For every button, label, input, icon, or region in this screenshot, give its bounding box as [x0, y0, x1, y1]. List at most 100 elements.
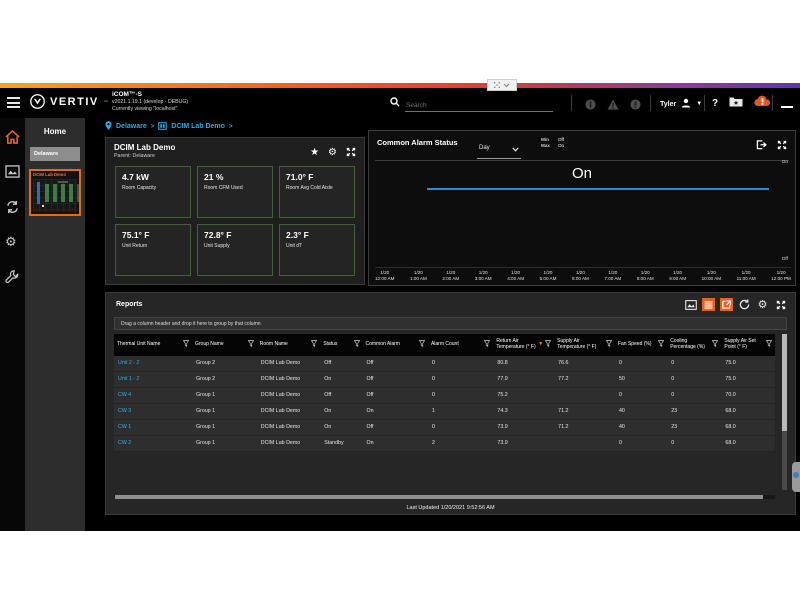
list-view-icon[interactable] [702, 298, 715, 311]
event-circle-icon[interactable] [585, 97, 596, 115]
user-menu[interactable]: Tyler ▼ [660, 95, 702, 113]
metric-tile[interactable]: 21 % Room CFM Used [197, 166, 273, 218]
horizontal-scrollbar[interactable] [114, 495, 775, 499]
breadcrumb-item-delaware[interactable]: Delaware [116, 123, 147, 130]
sidebar-item-dcim-lab-demo[interactable]: DCIM Lab Demo [29, 169, 81, 216]
column-header[interactable]: Supply Air Temperature (° F) [554, 334, 615, 356]
sync-icon[interactable] [5, 200, 20, 215]
filter-icon[interactable] [712, 340, 719, 350]
help-icon[interactable]: ? [712, 97, 719, 109]
vertical-scrollbar-thumb[interactable] [782, 334, 787, 431]
column-header[interactable]: Cooling Percentage (%) [667, 334, 721, 356]
column-header-label: Thermal Unit Name [117, 341, 161, 348]
column-header-icons: ▼ [538, 340, 552, 350]
column-header[interactable]: Alarm Count [428, 334, 493, 356]
unit-name-link[interactable]: Unit 1 - 2 [118, 376, 140, 382]
home-icon[interactable] [5, 129, 20, 145]
metric-tile[interactable]: 75.1° F Unit Return [115, 224, 191, 276]
filter-icon[interactable] [544, 340, 552, 350]
column-header[interactable]: Fan Speed (%) [615, 334, 667, 356]
location-pin-icon [105, 121, 112, 132]
y-axis-label-on: On [781, 160, 788, 165]
filter-icon[interactable] [247, 340, 254, 350]
vertical-scrollbar[interactable] [782, 334, 787, 490]
expand-panel-icon[interactable] [774, 298, 787, 311]
table-cell: 0 [431, 376, 435, 382]
metric-tile[interactable]: 2.3° F Unit dT [279, 224, 355, 276]
chart-view-icon[interactable] [684, 298, 697, 311]
table-cell: 68.0 [725, 408, 736, 414]
filter-icon[interactable] [765, 340, 773, 350]
unit-name-link[interactable]: CW 4 [118, 392, 132, 398]
filter-icon[interactable] [657, 340, 665, 350]
table-row[interactable]: CW 2 Group 1 DCIM Lab Demo Standby On 2 73.9 0 0… [114, 436, 775, 452]
filter-icon[interactable] [605, 340, 613, 350]
settings-gear-icon[interactable]: ⚙ [757, 299, 768, 311]
alert-circle-icon[interactable] [630, 97, 641, 115]
table-cell: 75.0 [725, 360, 736, 366]
table-cell: 71.2 [558, 408, 569, 414]
filter-icon[interactable] [310, 340, 318, 350]
panel-settings-gear-icon[interactable]: ⚙ [328, 147, 337, 158]
breadcrumb: Delaware > DCIM Lab Demo > [105, 121, 232, 132]
folder-star-icon[interactable] [729, 94, 743, 112]
export-report-icon[interactable] [720, 298, 733, 311]
app-version: v2021.1.19.1 (develop - DEBUG) [112, 99, 189, 106]
search-input[interactable] [405, 100, 553, 112]
metric-tile[interactable]: 71.0° F Room Avg Cold Aisle [279, 166, 355, 218]
window-control-popup[interactable] [487, 79, 517, 91]
time-range-dropdown[interactable]: Day [477, 138, 521, 159]
filter-icon[interactable] [353, 340, 360, 350]
table-row[interactable]: CW 4 Group 1 DCIM Lab Demo Off Off 0 75.2 0 0 70.… [114, 388, 775, 404]
column-header[interactable]: Thermal Unit Name [114, 334, 192, 356]
expand-panel-icon[interactable] [346, 144, 356, 162]
filter-icon[interactable] [484, 340, 491, 350]
table-row[interactable]: Unit 1 - 2 Group 2 DCIM Lab Demo On Off 0 77.9… [114, 372, 775, 388]
filter-icon[interactable] [418, 340, 426, 350]
brand-trademark: ™ [103, 99, 108, 104]
gear-icon[interactable]: ⚙ [5, 234, 17, 249]
warning-triangle-icon[interactable] [607, 97, 619, 115]
table-row[interactable]: Unit 2 - 2 Group 2 DCIM Lab Demo Off Off 0 80.… [114, 356, 775, 372]
chevron-down-icon[interactable] [503, 83, 510, 88]
favorite-star-icon[interactable]: ★ [310, 147, 320, 158]
sidebar-item-delaware[interactable]: Delaware [30, 147, 80, 161]
minimize-icon[interactable] [781, 106, 793, 108]
table-row[interactable]: CW 3 Group 1 DCIM Lab Demo On On 1 74.3 71.2 40 2… [114, 404, 775, 420]
table-row[interactable]: CW 1 Group 1 DCIM Lab Demo On Off 0 73.9 71.2 40… [114, 420, 775, 436]
column-header[interactable]: Common Alarm [363, 334, 428, 356]
table-cell: Group 2 [195, 360, 216, 366]
slideshow-icon[interactable] [5, 165, 20, 180]
horizontal-scrollbar-thumb[interactable] [115, 495, 763, 499]
filter-icon[interactable] [182, 340, 190, 350]
unit-name-link[interactable]: Unit 2 - 2 [118, 360, 140, 366]
metric-tile[interactable]: 72.8° F Unit Supply [197, 224, 273, 276]
unit-name-link[interactable]: CW 3 [118, 408, 132, 414]
unit-name-link[interactable]: CW 1 [118, 424, 132, 430]
column-header[interactable]: Return Air Temperature (° F) ▼ [493, 334, 554, 356]
export-chart-icon[interactable] [756, 137, 767, 155]
metric-tile[interactable]: 4.7 kW Room Capacity [115, 166, 191, 218]
table-cell: Standby [324, 440, 344, 446]
expand-panel-icon[interactable] [777, 137, 787, 155]
sidebar-title: Home [43, 127, 67, 136]
hidden-panel-handle[interactable] [792, 462, 800, 492]
unit-name-link[interactable]: CW 2 [118, 440, 132, 446]
table-cell: 73.9 [497, 440, 508, 446]
drag-handle-icon[interactable] [494, 82, 500, 88]
alarm-status-chart[interactable]: On On Off [375, 160, 789, 263]
breadcrumb-separator: > [150, 123, 155, 130]
column-header[interactable]: Group Name [192, 334, 257, 356]
main-content: Delaware > DCIM Lab Demo > DCIM Lab Demo… [85, 118, 800, 531]
wrench-icon[interactable] [5, 270, 20, 285]
breadcrumb-item-dcim-lab-demo[interactable]: DCIM Lab Demo [171, 123, 225, 130]
group-by-dropzone[interactable]: Drag a column header and drop it here to… [114, 317, 787, 330]
table-cell: Off [324, 360, 332, 366]
table-cell: 0 [431, 392, 435, 398]
column-header[interactable]: Status [320, 334, 362, 356]
hamburger-menu-icon[interactable] [7, 97, 20, 108]
cloud-alert-icon[interactable] [754, 94, 771, 112]
column-header[interactable]: Supply Air Set Point (° F) [721, 334, 775, 356]
column-header[interactable]: Room Name [257, 334, 320, 356]
refresh-icon[interactable] [738, 298, 751, 311]
